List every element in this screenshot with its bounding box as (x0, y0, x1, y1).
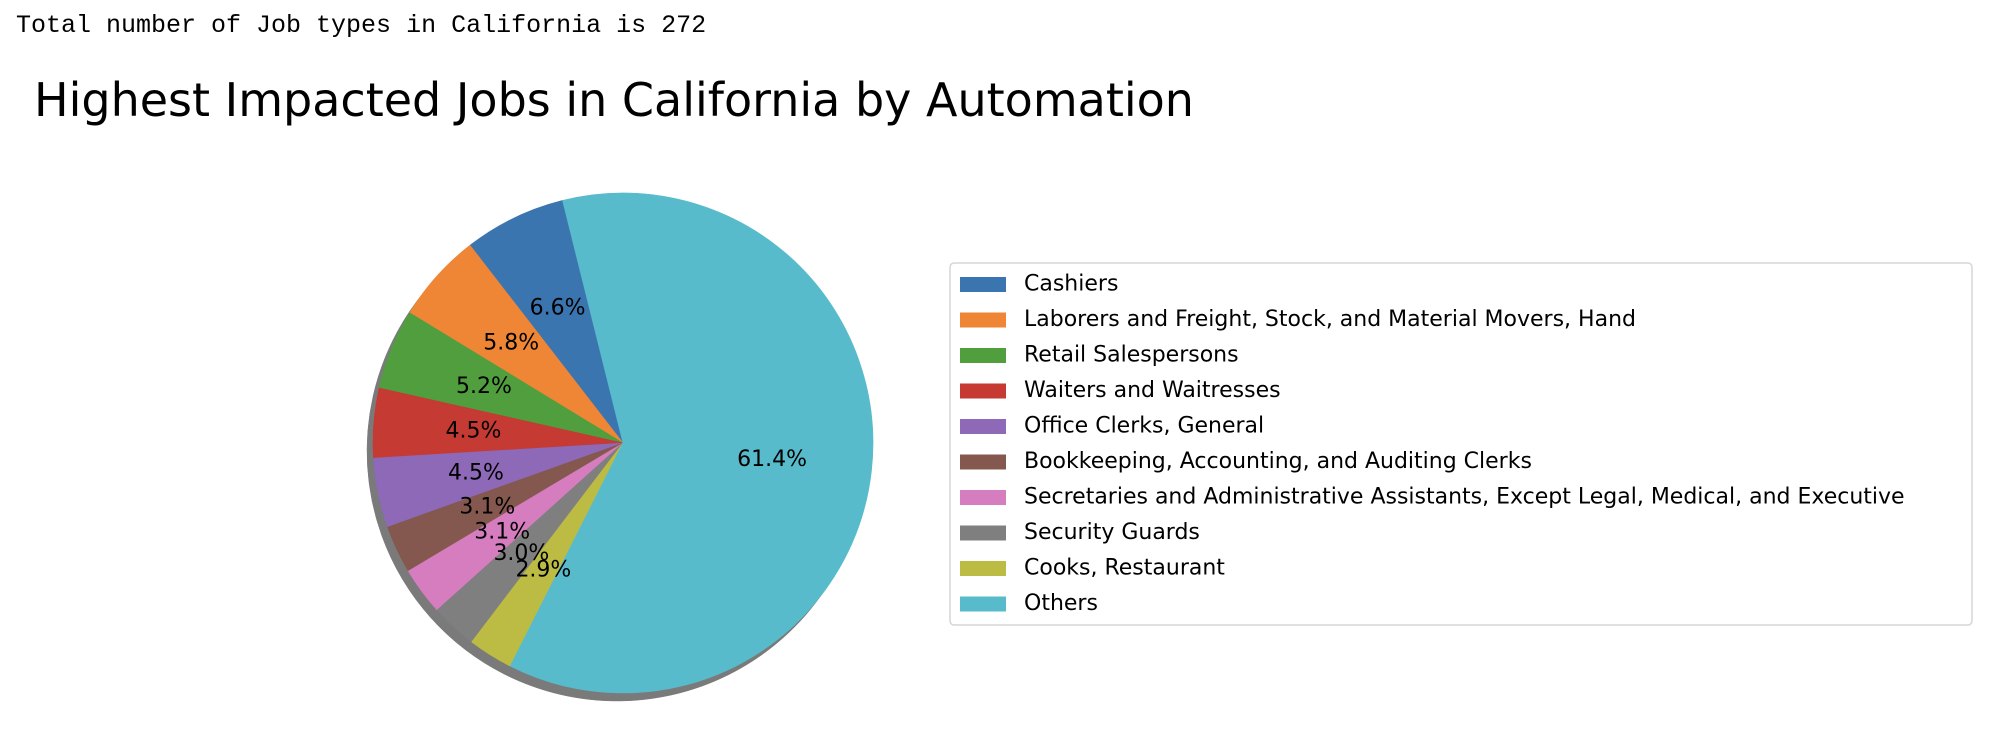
legend-swatch-waiters-and-waitresses (960, 383, 1006, 399)
header-text: Total number of Job types in California … (16, 11, 706, 40)
pie-percent-label-retail-salespersons: 5.2% (456, 374, 512, 399)
legend-swatch-cashiers (960, 277, 1006, 292)
pie-percent-label-secretaries-and-administrative-assistants-except-legal-medical-and-executive: 3.1% (474, 520, 530, 545)
legend-label-secretaries-and-administrative-assistants-except-legal-medical-and-executive: Secretaries and Administrative Assistant… (1024, 485, 1905, 510)
legend-swatch-others (960, 596, 1006, 612)
legend-swatch-secretaries-and-administrative-assistants-except-legal-medical-and-executive (960, 490, 1006, 505)
legend-label-bookkeeping-accounting-and-auditing-clerks: Bookkeeping, Accounting, and Auditing Cl… (1024, 449, 1532, 474)
pie-percent-labels: 6.6%5.8%5.2%4.5%4.5%3.1%3.1%3.0%2.9%61.4… (446, 296, 807, 583)
legend-frame (949, 262, 1973, 626)
pie-percent-label-laborers-and-freight-stock-and-material-movers-hand: 5.8% (483, 331, 539, 356)
legend-swatch-security-guards (960, 525, 1006, 541)
legend-label-laborers-and-freight-stock-and-material-movers-hand: Laborers and Freight, Stock, and Materia… (1024, 307, 1636, 332)
pie-percent-label-waiters-and-waitresses: 4.5% (446, 418, 502, 443)
legend-swatch-cooks-restaurant (960, 561, 1006, 576)
pie-percent-label-others: 61.4% (737, 447, 807, 472)
legend-label-others: Others (1024, 591, 1098, 616)
legend-label-office-clerks-general: Office Clerks, General (1024, 414, 1264, 439)
legend-swatch-bookkeeping-accounting-and-auditing-clerks (960, 454, 1006, 470)
legend-label-retail-salespersons: Retail Salespersons (1024, 343, 1239, 368)
legend-swatch-retail-salespersons (960, 348, 1006, 363)
pie-percent-label-bookkeeping-accounting-and-auditing-clerks: 3.1% (459, 495, 515, 520)
legend-swatch-laborers-and-freight-stock-and-material-movers-hand (960, 312, 1006, 328)
pie-slice-others (509, 192, 874, 694)
legend: Cashiers Laborers and Freight, Stock, and… (949, 262, 1973, 626)
legend-label-security-guards: Security Guards (1024, 520, 1200, 545)
legend-label-cashiers: Cashiers (1024, 272, 1118, 297)
pie-percent-label-security-guards: 3.0% (493, 541, 549, 566)
pie-slices (372, 192, 874, 694)
pie-percent-label-office-clerks-general: 4.5% (448, 461, 504, 486)
pie-percent-label-cooks-restaurant: 2.9% (515, 558, 571, 583)
pie-percent-label-cashiers: 6.6% (530, 296, 586, 321)
legend-swatch-office-clerks-general (960, 419, 1006, 434)
legend-label-cooks-restaurant: Cooks, Restaurant (1024, 556, 1225, 581)
chart-title: Highest Impacted Jobs in California by A… (34, 73, 1194, 127)
legend-label-waiters-and-waitresses: Waiters and Waitresses (1024, 378, 1281, 403)
